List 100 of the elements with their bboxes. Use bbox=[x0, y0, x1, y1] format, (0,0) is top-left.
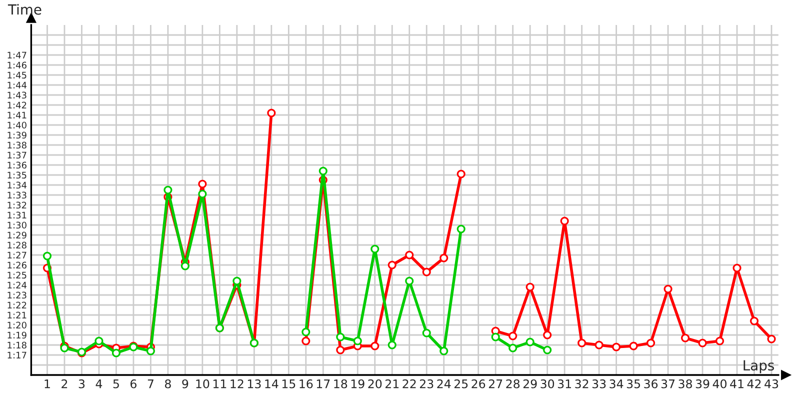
point bbox=[680, 334, 690, 342]
point bbox=[302, 336, 310, 346]
x-tick-label: 18 bbox=[334, 379, 348, 388]
x-tick-label: 34 bbox=[610, 379, 624, 388]
y-tick-label: 1:44 bbox=[8, 82, 27, 88]
x-axis-title: Laps bbox=[744, 360, 774, 374]
y-tick-label: 1:31 bbox=[8, 212, 26, 219]
point bbox=[543, 330, 552, 340]
point bbox=[336, 332, 345, 342]
y-tick-label: 1:39 bbox=[8, 132, 26, 139]
point bbox=[767, 334, 776, 344]
x-tick-label: 29 bbox=[523, 379, 537, 388]
y-tick-label: 1:38 bbox=[8, 142, 26, 149]
x-tick-label: 35 bbox=[626, 379, 640, 388]
y-tick-label: 1:47 bbox=[8, 52, 26, 58]
y-tick-label: 1:23 bbox=[8, 292, 26, 299]
x-tick-label: 42 bbox=[747, 379, 761, 388]
x-tick-label: 12 bbox=[230, 379, 244, 388]
y-tick-label: 1:25 bbox=[8, 272, 26, 279]
y-tick-label: 1:22 bbox=[8, 302, 26, 308]
y-tick-label: 1:42 bbox=[8, 102, 26, 108]
x-tick-label: 14 bbox=[265, 380, 278, 388]
y-tick-label: 1:30 bbox=[8, 222, 26, 229]
x-tick-label: 22 bbox=[402, 379, 416, 388]
point bbox=[750, 316, 759, 326]
x-tick-label: 27 bbox=[488, 379, 502, 388]
y-tick-label: 1:26 bbox=[8, 262, 26, 269]
y-tick-label: 1:46 bbox=[8, 62, 26, 69]
y-tick-label: 1:45 bbox=[8, 72, 26, 79]
x-tick-label: 13 bbox=[248, 379, 261, 388]
point bbox=[664, 284, 672, 294]
point bbox=[164, 186, 172, 194]
x-tick-label: 15 bbox=[282, 380, 296, 388]
point bbox=[198, 180, 207, 188]
x-tick-label: 5 bbox=[113, 380, 119, 388]
y-tick-label: 1:34 bbox=[8, 182, 27, 189]
y-tick-label: 1:33 bbox=[8, 192, 26, 199]
x-tick-label: 30 bbox=[540, 379, 554, 388]
x-tick-label: 4 bbox=[96, 380, 102, 388]
point bbox=[456, 224, 466, 234]
point bbox=[491, 332, 500, 342]
point bbox=[370, 342, 380, 350]
x-tick-label: 37 bbox=[661, 379, 675, 388]
x-tick-label: 24 bbox=[437, 379, 451, 388]
point bbox=[508, 344, 518, 352]
point bbox=[422, 268, 431, 276]
y-tick-label: 1:28 bbox=[8, 242, 26, 249]
point bbox=[526, 282, 534, 292]
point bbox=[370, 244, 380, 254]
x-tick-label: 21 bbox=[385, 379, 399, 388]
y-tick-label: 1:36 bbox=[8, 162, 26, 169]
y-tick-label: 1:27 bbox=[8, 252, 26, 258]
y-tick-label: 1:21 bbox=[8, 312, 26, 318]
point bbox=[112, 348, 121, 358]
point bbox=[560, 216, 569, 226]
point bbox=[405, 250, 414, 260]
x-tick-label: 23 bbox=[420, 379, 434, 388]
point bbox=[612, 342, 621, 352]
point bbox=[508, 332, 518, 340]
point bbox=[42, 252, 52, 260]
point bbox=[336, 346, 345, 354]
y-tick-label: 1:19 bbox=[8, 332, 26, 339]
x-tick-label: 9 bbox=[182, 379, 188, 388]
point bbox=[732, 264, 742, 272]
y-tick-label: 1:18 bbox=[8, 342, 26, 349]
x-tick-label: 38 bbox=[678, 379, 692, 388]
x-tick-label: 19 bbox=[351, 379, 364, 388]
y-tick-label: 1:41 bbox=[8, 112, 26, 118]
point bbox=[318, 166, 328, 176]
point bbox=[526, 338, 534, 346]
point bbox=[180, 262, 190, 270]
point bbox=[353, 336, 362, 346]
point bbox=[94, 336, 104, 346]
x-tick-label: 41 bbox=[730, 380, 744, 388]
x-tick-label: 25 bbox=[454, 379, 468, 388]
y-tick-label: 1:37 bbox=[8, 152, 26, 159]
point bbox=[629, 342, 638, 350]
point bbox=[456, 170, 466, 178]
x-tick-label: 16 bbox=[300, 379, 313, 388]
point bbox=[594, 340, 604, 350]
point bbox=[440, 346, 448, 356]
x-tick-label: 7 bbox=[148, 380, 154, 388]
y-axis-title: Time bbox=[8, 4, 42, 15]
point bbox=[440, 254, 448, 262]
x-tick-label: 36 bbox=[644, 379, 658, 388]
x-tick-label: 32 bbox=[575, 379, 588, 388]
point bbox=[578, 338, 586, 348]
x-tick-label: 33 bbox=[592, 379, 606, 388]
x-tick-label: 3 bbox=[78, 379, 85, 388]
y-tick-label: 1:40 bbox=[8, 122, 26, 129]
y-tick-label: 1:24 bbox=[8, 282, 27, 288]
x-tick-label: 10 bbox=[196, 379, 210, 388]
point bbox=[232, 276, 242, 286]
x-tick-label: 8 bbox=[164, 379, 171, 388]
point bbox=[715, 336, 724, 346]
x-tick-label: 26 bbox=[472, 379, 486, 388]
x-tick-label: 28 bbox=[506, 379, 520, 388]
x-tick-label: 11 bbox=[213, 380, 226, 388]
x-tick-label: 40 bbox=[712, 379, 726, 388]
x-tick-label: 1 bbox=[44, 380, 50, 388]
